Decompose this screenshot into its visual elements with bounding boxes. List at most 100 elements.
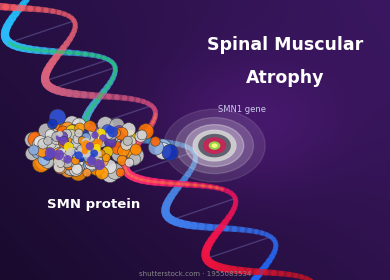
Point <box>80 132 87 137</box>
Point <box>139 133 145 137</box>
Circle shape <box>198 134 231 157</box>
Point <box>74 158 80 163</box>
Point <box>95 161 101 166</box>
Point <box>76 123 82 127</box>
Point <box>112 133 119 137</box>
Point <box>69 138 75 142</box>
Point <box>95 155 101 160</box>
Point <box>70 151 76 155</box>
Point <box>45 139 51 143</box>
Point <box>94 167 100 171</box>
Point <box>75 134 81 138</box>
Point <box>95 160 101 165</box>
Point <box>94 146 100 150</box>
Point <box>75 130 82 134</box>
Point <box>78 151 85 155</box>
Point <box>68 160 74 164</box>
Point <box>29 137 35 142</box>
Point <box>98 136 104 141</box>
Circle shape <box>176 118 254 174</box>
Point <box>68 154 74 158</box>
Point <box>56 136 62 140</box>
Point <box>87 158 93 163</box>
Text: SMN protein: SMN protein <box>47 198 140 211</box>
Point <box>71 165 78 170</box>
Point <box>70 151 76 156</box>
Point <box>76 153 82 158</box>
Point <box>50 122 56 126</box>
Point <box>106 133 112 137</box>
Point <box>70 157 76 161</box>
Point <box>78 154 84 158</box>
Point <box>115 146 121 150</box>
Point <box>47 140 53 144</box>
Point <box>87 134 93 139</box>
Point <box>77 137 83 142</box>
Point <box>73 152 79 156</box>
Point <box>120 149 126 153</box>
Point <box>92 133 98 137</box>
Point <box>44 154 50 158</box>
Point <box>57 165 64 170</box>
Point <box>88 158 94 162</box>
Point <box>64 132 70 136</box>
Point <box>55 115 61 120</box>
Point <box>69 166 76 171</box>
Point <box>123 142 129 147</box>
Point <box>54 136 60 141</box>
Point <box>89 130 95 134</box>
Point <box>97 132 103 137</box>
Point <box>77 153 83 158</box>
Point <box>152 139 158 144</box>
Circle shape <box>185 125 244 167</box>
Point <box>119 158 125 163</box>
Point <box>64 160 70 165</box>
Point <box>60 134 66 139</box>
Point <box>126 135 132 140</box>
Point <box>95 164 101 169</box>
Point <box>90 157 97 162</box>
Circle shape <box>164 109 265 182</box>
Point <box>78 148 85 152</box>
Point <box>80 152 86 156</box>
Point <box>102 122 108 127</box>
Point <box>70 129 76 133</box>
Point <box>105 150 111 154</box>
Point <box>56 151 62 156</box>
Point <box>89 159 95 163</box>
Point <box>79 138 85 143</box>
Point <box>65 136 71 140</box>
Point <box>66 151 73 156</box>
Point <box>67 152 73 157</box>
Point <box>67 143 73 148</box>
Point <box>81 134 87 138</box>
Circle shape <box>193 130 236 161</box>
Point <box>75 170 82 175</box>
Point <box>57 132 63 136</box>
Point <box>64 157 71 162</box>
Point <box>75 151 82 156</box>
Point <box>85 130 92 135</box>
Point <box>167 150 173 155</box>
Point <box>69 129 75 133</box>
Point <box>41 159 48 164</box>
Text: Spinal Muscular: Spinal Muscular <box>207 36 363 54</box>
Point <box>67 150 74 154</box>
Point <box>60 139 66 143</box>
Point <box>64 151 70 155</box>
Point <box>110 139 116 144</box>
Point <box>87 163 93 167</box>
Point <box>40 142 46 146</box>
Point <box>76 151 82 155</box>
Point <box>95 151 101 156</box>
Point <box>65 157 71 162</box>
Point <box>89 140 95 144</box>
Point <box>67 156 74 160</box>
Point <box>70 149 76 154</box>
Point <box>116 152 122 157</box>
Point <box>31 148 37 152</box>
Point <box>110 134 116 138</box>
Point <box>99 171 105 175</box>
Point <box>69 150 76 154</box>
Point <box>49 146 55 151</box>
